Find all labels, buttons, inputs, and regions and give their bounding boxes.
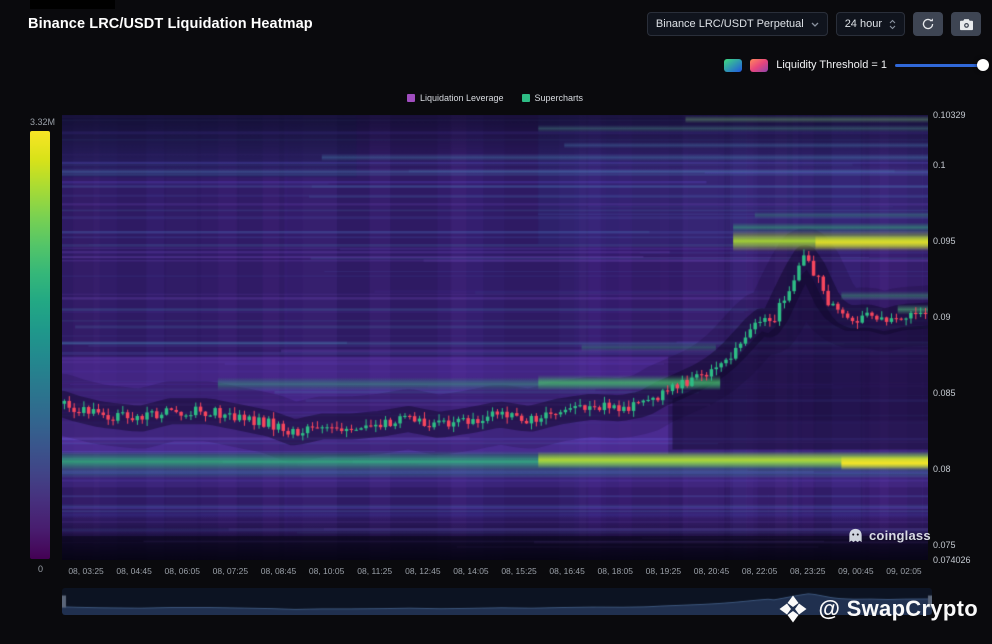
chevron-down-icon	[811, 22, 819, 27]
symbol-select[interactable]: Binance LRC/USDT Perpetual	[646, 12, 828, 36]
legend-item-supercharts: Supercharts	[521, 93, 584, 103]
heatmap-canvas[interactable]	[62, 115, 928, 560]
camera-icon	[959, 18, 973, 30]
time-axis-label: 08, 12:45	[405, 566, 441, 576]
legend-label: Supercharts	[534, 93, 584, 103]
time-axis-label: 08, 23:25	[789, 566, 826, 576]
page-title: Binance LRC/USDT Liquidation Heatmap	[28, 16, 313, 32]
threshold-controls: Liquidity Threshold = 1	[724, 58, 989, 72]
interval-select-value: 24 hour	[844, 18, 882, 30]
time-axis-label: 08, 07:25	[212, 566, 249, 576]
legend-label: Liquidation Leverage	[419, 93, 504, 103]
colorbar	[30, 131, 50, 559]
refresh-icon	[922, 18, 934, 30]
time-axis-label: 08, 19:25	[645, 566, 682, 576]
time-axis-label: 08, 22:05	[741, 566, 778, 576]
time-axis-label: 08, 04:45	[116, 566, 152, 576]
time-axis: 08, 03:25 08, 04:45 08, 06:05 08, 07:25 08, …	[62, 566, 928, 578]
liquidation-leverage-swatch	[406, 94, 415, 102]
price-axis-label: 0.095	[933, 236, 956, 247]
spinner-arrows-icon	[889, 19, 896, 29]
time-axis-label: 08, 06:05	[164, 566, 200, 576]
time-axis-label: 08, 14:05	[453, 566, 489, 576]
time-axis-label: 08, 15:25	[501, 566, 537, 576]
price-axis-label: 0.09	[933, 312, 951, 323]
symbol-select-value: Binance LRC/USDT Perpetual	[655, 18, 804, 30]
price-axis: 0.10329 0.1 0.095 0.09 0.085 0.08 0.075 0.07402…	[933, 110, 991, 565]
header: Binance LRC/USDT Liquidation Heatmap Bin…	[28, 12, 981, 36]
price-axis-label: 0.10329	[933, 110, 966, 120]
price-axis-label: 0.075	[933, 540, 956, 551]
time-axis-label: 08, 08:45	[260, 566, 297, 576]
refresh-button[interactable]	[913, 12, 943, 36]
time-axis-label: 08, 11:25	[357, 566, 393, 576]
legend-item-liquidation-leverage: Liquidation Leverage	[406, 93, 504, 103]
camera-button[interactable]	[951, 12, 981, 36]
time-axis-label: 08, 18:05	[597, 566, 633, 576]
coinglass-label: coinglass	[869, 528, 931, 543]
interval-select[interactable]: 24 hour	[835, 12, 905, 36]
price-axis-label: 0.1	[933, 160, 946, 171]
time-axis-label: 08, 03:25	[68, 566, 104, 576]
colormap-green-chip[interactable]	[724, 58, 743, 72]
swapcrypto-label: @ SwapCrypto	[818, 596, 978, 621]
ghost-icon	[849, 528, 862, 543]
colorbar-max-label: 3.32M	[30, 117, 56, 127]
liquidity-threshold-slider[interactable]	[895, 58, 989, 72]
slider-track	[895, 63, 987, 67]
time-axis-label: 09, 00:45	[838, 566, 874, 576]
supercharts-swatch	[521, 94, 530, 102]
time-axis-label: 08, 20:45	[693, 566, 730, 576]
price-axis-label: 0.085	[933, 388, 956, 399]
masked-logo	[30, 0, 115, 9]
swapcrypto-logo-icon	[779, 595, 807, 623]
price-axis-label: 0.074026	[933, 555, 971, 565]
slider-handle[interactable]	[977, 59, 989, 71]
header-controls: Binance LRC/USDT Perpetual 24 hour	[646, 12, 981, 36]
liquidity-threshold-label: Liquidity Threshold = 1	[776, 59, 887, 71]
colormap-red-chip[interactable]	[750, 58, 769, 72]
chart-legend: Liquidation Leverage Supercharts	[62, 93, 928, 103]
time-axis-label: 08, 10:05	[308, 566, 345, 576]
time-axis-label: 08, 16:45	[549, 566, 585, 576]
time-axis-label: 09, 02:05	[886, 566, 922, 576]
colorbar-min-label: 0	[38, 564, 44, 574]
coinglass-watermark: coinglass	[847, 527, 931, 544]
price-axis-label: 0.08	[933, 464, 951, 475]
swapcrypto-watermark: @ SwapCrypto	[778, 594, 978, 624]
